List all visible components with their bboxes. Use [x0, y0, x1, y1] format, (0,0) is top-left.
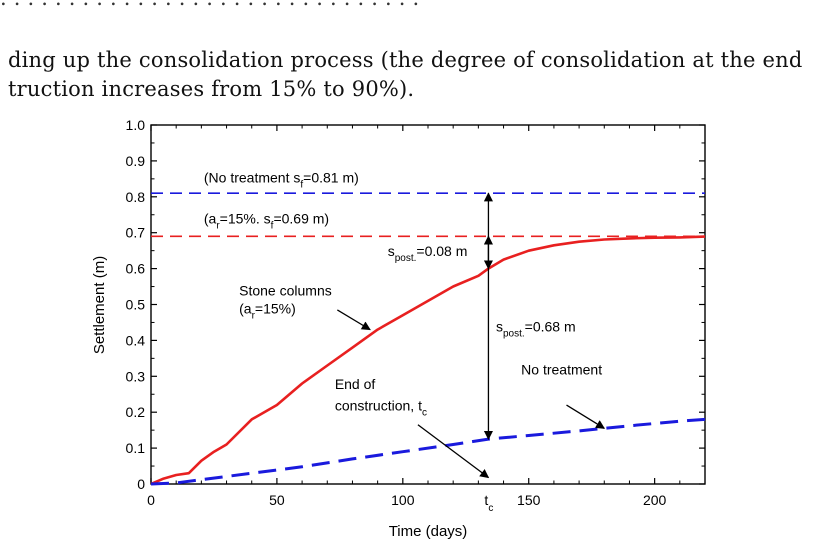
x-tick-label: 100: [391, 492, 415, 508]
annotation-end-construction-tc: construction, tc: [335, 397, 427, 418]
x-tick-label: 150: [517, 492, 541, 508]
y-tick-label: 0.2: [126, 404, 146, 420]
x-tick-label: 0: [147, 492, 155, 508]
y-tick-label: 1.0: [126, 117, 146, 133]
x-tick-label: 50: [269, 492, 285, 508]
annotation-no-treatment: No treatment: [521, 362, 602, 378]
document-text-line-1: ding up the consolidation process (the d…: [8, 48, 803, 72]
x-axis-title: Time (days): [389, 523, 468, 540]
no-treatment-pointer-arrow: [566, 404, 606, 429]
stone-columns-curve: [150, 235, 706, 486]
annotation-ar-sf: (ar=15%. sf=0.69 m): [204, 211, 329, 232]
y-tick-label: 0.5: [126, 297, 146, 313]
annotation-no-treatment-sf: (No treatment sf=0.81 m): [204, 169, 359, 190]
annotation-stone-columns: Stone columns: [239, 283, 332, 299]
stone-columns-pointer-arrow: [337, 309, 371, 331]
y-tick-label: 0.1: [126, 440, 146, 456]
y-tick-label: 0.7: [126, 225, 146, 241]
annotation-spost-large: spost.=0.68 m: [496, 318, 576, 339]
annotation-end-construction: End of: [335, 376, 376, 392]
no-treatment-curve: [150, 417, 706, 486]
y-tick-label: 0.6: [126, 261, 146, 277]
end-construction-pointer-arrow: [417, 424, 490, 479]
y-tick-label: 0.3: [126, 368, 146, 384]
y-tick-label: 0.9: [126, 153, 146, 169]
y-tick-label: 0: [137, 476, 145, 492]
y-tick-label: 0.4: [126, 332, 146, 348]
annotation-spost-small: spost.=0.08 m: [388, 243, 468, 264]
tc-axis-label: tc: [484, 492, 493, 514]
annotation-stone-columns-ar: (ar=15%): [239, 300, 296, 321]
y-tick-label: 0.8: [126, 189, 146, 205]
cut-off-text-line: . . . . . . . . . . . . . . . . . . . . …: [0, 0, 419, 10]
y-axis-title: Settlement (m): [91, 256, 108, 354]
document-text-line-2: truction increases from 15% to 90%).: [8, 77, 415, 101]
x-tick-label: 200: [643, 492, 667, 508]
